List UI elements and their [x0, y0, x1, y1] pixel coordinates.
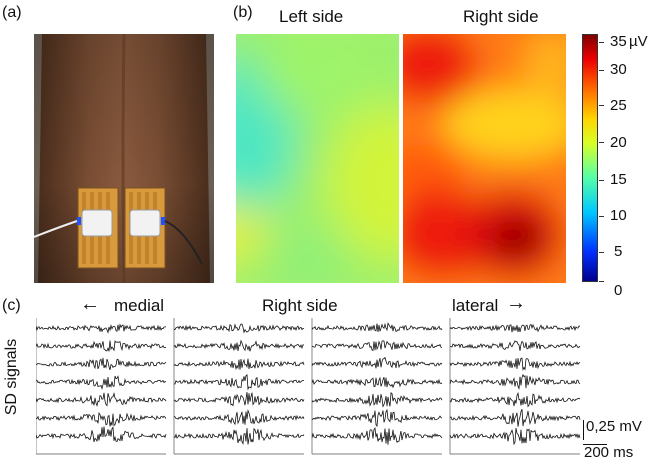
signal-trace — [449, 409, 581, 427]
panel-label-b: (b) — [233, 4, 253, 21]
signal-trace — [449, 357, 581, 371]
signal-trace — [174, 373, 305, 391]
signal-trace — [449, 391, 581, 408]
signal-trace — [173, 323, 305, 334]
signal-trace — [36, 412, 167, 427]
heatmap-right-title: Right side — [463, 7, 539, 26]
signal-trace — [36, 323, 167, 334]
signal-trace — [173, 409, 305, 426]
signal-trace — [311, 392, 443, 408]
signal-trace — [311, 322, 443, 333]
signal-traces — [36, 318, 581, 455]
colorbar-tick-10: 10 — [610, 207, 627, 224]
signals-title: Right side — [262, 296, 338, 315]
lateral-label: lateral — [452, 296, 499, 315]
heatmap-right — [403, 34, 566, 283]
panel-label-c: (c) — [2, 297, 21, 314]
signal-trace — [311, 408, 443, 428]
heatmap-left — [236, 34, 399, 283]
signal-trace — [36, 357, 167, 371]
amplitude-scale-bar — [583, 420, 584, 440]
colorbar-tick-25: 25 — [610, 97, 627, 114]
signal-trace — [36, 340, 167, 352]
signal-trace — [36, 426, 167, 443]
colorbar-tick-30: 30 — [610, 61, 627, 78]
signal-trace — [36, 375, 167, 390]
colorbar-tick-35: 35 — [610, 33, 627, 50]
signal-trace — [449, 323, 581, 333]
colorbar-tick-20: 20 — [610, 134, 627, 151]
colorbar-tick-15: 15 — [610, 171, 627, 188]
right-arrow-icon: → — [506, 292, 526, 314]
signal-trace — [36, 392, 167, 407]
amplitude-scale-label: 0,25 mV — [586, 418, 642, 435]
signal-trace — [311, 340, 443, 351]
signals-ylabel: SD signals — [3, 338, 21, 416]
signal-trace — [173, 358, 305, 371]
signal-trace — [450, 340, 581, 351]
colorbar — [582, 34, 598, 282]
electrode-photo — [34, 34, 214, 283]
colorbar-tick-5: 5 — [614, 243, 623, 260]
panel-label-a: (a) — [2, 4, 22, 21]
signal-trace — [449, 427, 581, 446]
colorbar-unit: µV — [629, 33, 648, 50]
colorbar-tick-0: 0 — [614, 282, 623, 299]
heatmap-left-title: Left side — [279, 7, 344, 26]
signal-trace — [173, 339, 305, 352]
signal-trace — [173, 427, 305, 445]
time-scale-bar — [583, 444, 607, 445]
left-arrow-icon: ← — [80, 293, 100, 315]
time-scale-label: 200 ms — [584, 444, 634, 461]
signal-trace — [311, 427, 443, 445]
medial-label: medial — [114, 296, 165, 315]
signal-trace — [311, 376, 443, 389]
signal-trace — [311, 356, 443, 369]
signal-trace — [173, 392, 305, 407]
signal-trace — [449, 373, 581, 390]
